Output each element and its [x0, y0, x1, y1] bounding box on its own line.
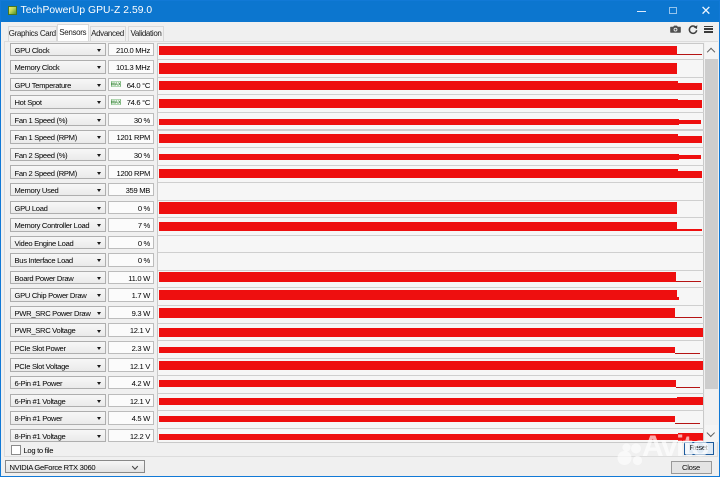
svg-text:MAX: MAX — [111, 82, 121, 87]
svg-text:MAX: MAX — [111, 99, 121, 104]
